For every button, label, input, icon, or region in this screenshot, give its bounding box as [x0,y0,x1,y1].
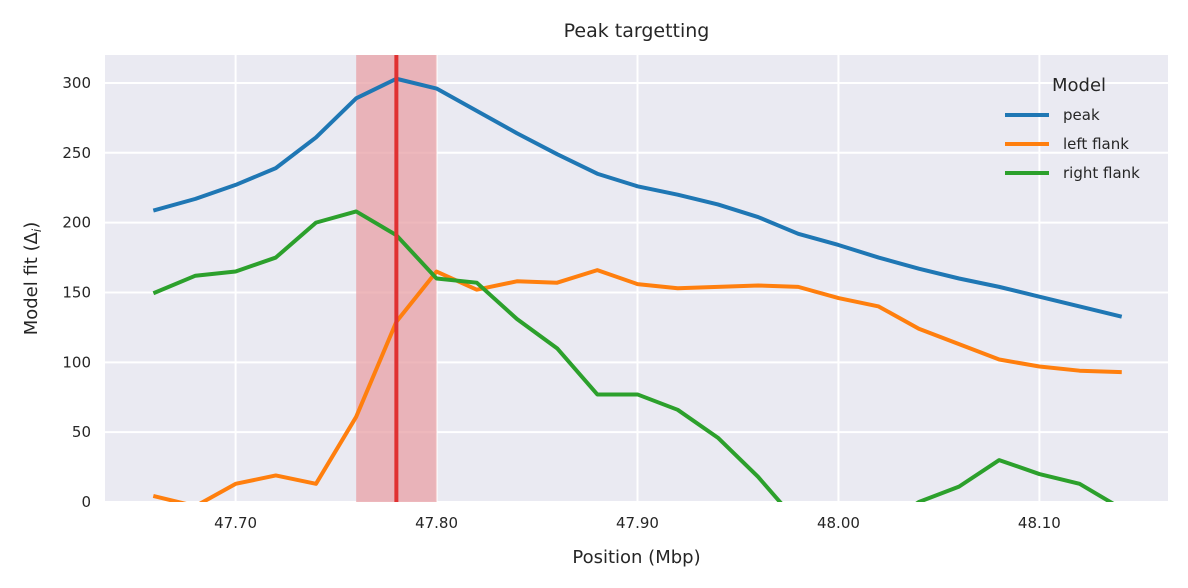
y-axis-label: Model fit (Δi) [21,222,44,336]
x-axis-label: Position (Mbp) [572,547,700,568]
y-tick-label: 0 [81,493,91,511]
plot-area [105,55,1168,502]
legend-title: Model [1052,75,1106,96]
series-line-peak [152,76,1123,319]
series-line-left-flank [152,268,1122,502]
x-tick-label: 47.80 [415,514,458,532]
y-tick-label: 150 [62,283,91,301]
y-axis-label-close: ) [21,222,42,229]
legend: Model peak left flank right flank [1005,75,1140,182]
x-tick-label: 47.90 [616,514,659,532]
legend-label: right flank [1063,164,1140,182]
y-tick-label: 250 [62,144,91,162]
x-tick-label: 48.10 [1018,514,1061,532]
series-line-right-flank [152,209,1115,502]
grid-lines [105,55,1168,503]
y-tick-label: 300 [62,74,91,92]
y-axis-label-main: Model fit (Δ [21,231,42,335]
legend-label: peak [1063,106,1100,124]
legend-label: left flank [1063,135,1129,153]
y-tick-label: 200 [62,214,91,232]
x-tick-label: 47.70 [214,514,257,532]
y-tick-label: 50 [72,423,91,441]
y-tick-label: 100 [62,353,91,371]
x-tick-label: 48.00 [817,514,860,532]
y-axis-label-subscript: i [30,228,44,232]
chart-title: Peak targetting [564,20,710,42]
